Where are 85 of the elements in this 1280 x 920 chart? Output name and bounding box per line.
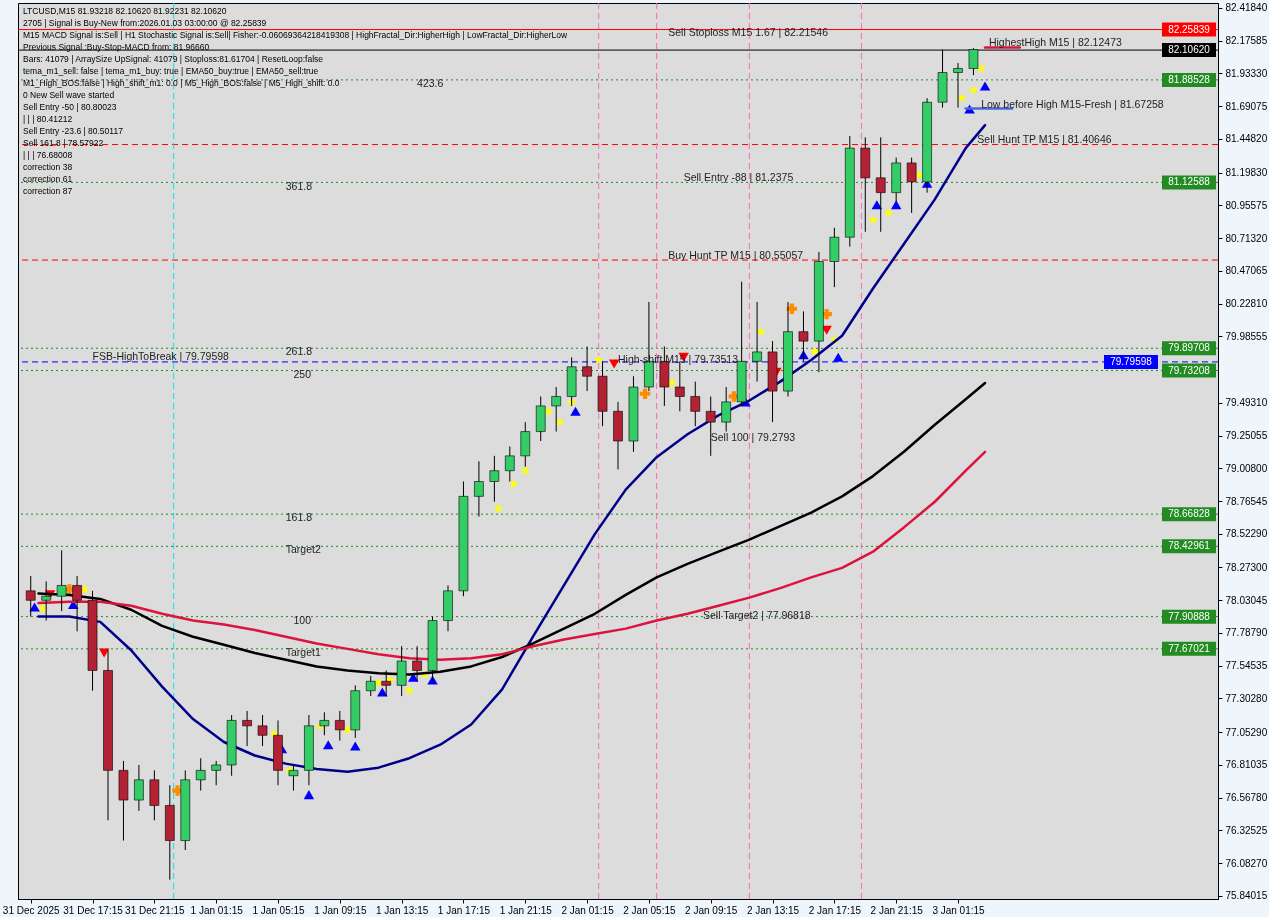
y-tick-label: 78.52290 [1225, 528, 1268, 540]
y-tick-label: 81.93330 [1225, 67, 1268, 79]
ref-line-label: 79.73208 [1168, 364, 1211, 376]
y-tick-label: 80.22810 [1225, 298, 1268, 310]
x-tick-label: 2 Jan 09:15 [685, 904, 738, 916]
annotation: Sell Hunt TP M15 | 81.40646 [977, 133, 1112, 146]
annotation: 100 [293, 613, 312, 626]
y-tick-label: 81.69075 [1225, 100, 1268, 112]
annotation: correction 61 [23, 174, 73, 184]
x-tick-label: 2 Jan 13:15 [746, 904, 800, 916]
ref-line-label: 79.89708 [1168, 342, 1211, 354]
x-tick-label: 31 Dec 21:15 [125, 904, 186, 916]
ref-line-label: 81.88528 [1168, 73, 1211, 85]
x-tick-label: 1 Jan 21:15 [499, 904, 553, 916]
y-tick-label: 79.98555 [1225, 330, 1268, 342]
annotation: Sell Entry -88 | 81.2375 [683, 171, 794, 184]
y-tick-label: 79.25055 [1225, 430, 1268, 442]
annotation: FSB-HighToBreak | 79.79598 [92, 350, 230, 363]
annotation: | | | 80.41212 [23, 114, 73, 124]
annotation: Sell Target2 | 77.96818 [703, 609, 811, 622]
annotation: 161.8 [285, 510, 313, 523]
annotation: Target2 [285, 543, 321, 556]
text: 2705 | Signal is Buy-New from:2026.01.03 03:00:00 @ 82.25839 [23, 18, 267, 28]
annotation: Buy Hunt TP M15 | 80.55057 [668, 249, 804, 262]
y-tick-label: 76.56780 [1225, 792, 1268, 804]
annotation: M1_High_BOS:false | High_shift_m1: 0.0 | M5_High_BOS:false | M5_High_shift: 0.0 [23, 78, 340, 88]
annotation: correction 38 [23, 162, 73, 172]
annotation: 250 [293, 367, 312, 380]
y-tick-label: 77.54535 [1225, 660, 1268, 672]
x-tick-label: 31 Dec 2025 [2, 904, 61, 916]
y-tick-label: 80.71320 [1225, 232, 1268, 244]
x-tick-label: 2 Jan 17:15 [808, 904, 862, 916]
y-tick-label: 77.78790 [1225, 627, 1268, 639]
y-tick-label: 81.19830 [1225, 167, 1268, 179]
annotation: HighestHigh M15 | 82.12473 [988, 36, 1122, 49]
y-tick-label: 76.08270 [1225, 857, 1268, 869]
x-tick-label: 1 Jan 01:15 [190, 904, 244, 916]
ref-line-label: 82.25839 [1168, 23, 1211, 35]
y-tick-label: 76.32525 [1225, 824, 1268, 836]
annotation: | | | 76.68008 [23, 150, 73, 160]
ref-line-label: 78.42961 [1168, 540, 1211, 552]
chart-title: LTCUSD,M15 81.93218 82.10620 81.92231 82.10620 [23, 6, 227, 16]
y-tick-label: 78.03045 [1225, 594, 1268, 606]
y-tick-label: 77.30280 [1225, 692, 1268, 704]
y-tick-label: 79.49310 [1225, 397, 1268, 409]
annotation: Low before High M15-Fresh | 81.67258 [981, 97, 1164, 110]
annotation: Target1 [285, 645, 321, 658]
y-tick-label: 75.84015 [1225, 890, 1268, 902]
annotation: 361.8 [285, 179, 313, 192]
x-tick-label: 2 Jan 01:15 [561, 904, 615, 916]
annotation: Sell Entry -23.6 | 80.50117 [23, 126, 124, 136]
ref-line-label: 81.12588 [1168, 176, 1211, 188]
annotation: Sell 100 | 79.2793 [710, 431, 796, 444]
annotation: Sell Entry -50 | 80.80023 [23, 102, 117, 112]
ref-line-label: 77.90888 [1168, 610, 1211, 622]
y-tick-label: 77.05290 [1225, 726, 1268, 738]
y-tick-label: 78.76545 [1225, 495, 1268, 507]
y-tick-label: 81.44820 [1225, 133, 1268, 145]
x-tick-label: 2 Jan 21:15 [870, 904, 924, 916]
annotation: 423.6 [417, 76, 444, 89]
y-tick-label: 78.27300 [1225, 561, 1268, 573]
annotation: Sell Stoploss M15 1.67 | 82.21546 [668, 26, 829, 39]
annotation: 261.8 [285, 344, 313, 357]
annotation: tema_m1_sell: false | tema_m1_buy: true | EMA50_buy:true | EMA50_sell:true [23, 66, 319, 76]
y-tick-label: 82.41840 [1225, 2, 1268, 14]
x-tick-label: 31 Dec 17:15 [63, 904, 124, 916]
ref-line-label: 78.66828 [1168, 508, 1211, 520]
annotation: Previous Signal :Buy-Stop-MACD from: 81.96660 [23, 42, 210, 52]
x-tick-label: 1 Jan 13:15 [376, 904, 429, 916]
ref-line-label: 79.79598 [1110, 355, 1153, 367]
y-tick-label: 82.17585 [1225, 35, 1268, 47]
x-tick-label: 3 Jan 01:15 [932, 904, 986, 916]
y-tick-label: 80.95575 [1225, 199, 1268, 211]
x-tick-label: 1 Jan 09:15 [314, 904, 367, 916]
x-tick-label: 1 Jan 05:15 [252, 904, 306, 916]
ref-line-label: 82.10620 [1168, 44, 1211, 56]
annotation: 0 New Sell wave started [23, 90, 115, 100]
annotation: correction 87 [23, 186, 73, 196]
y-tick-label: 80.47065 [1225, 265, 1268, 277]
x-tick-label: 1 Jan 17:15 [437, 904, 491, 916]
x-tick-label: 2 Jan 05:15 [623, 904, 676, 916]
ref-line-label: 77.67021 [1168, 642, 1211, 654]
y-tick-label: 76.81035 [1225, 759, 1268, 771]
annotation: Bars: 41079 | ArraySize UpSignal: 41079 | Stoploss:81.61704 | ResetLoop:false [23, 54, 324, 64]
y-tick-label: 79.00800 [1225, 462, 1268, 474]
